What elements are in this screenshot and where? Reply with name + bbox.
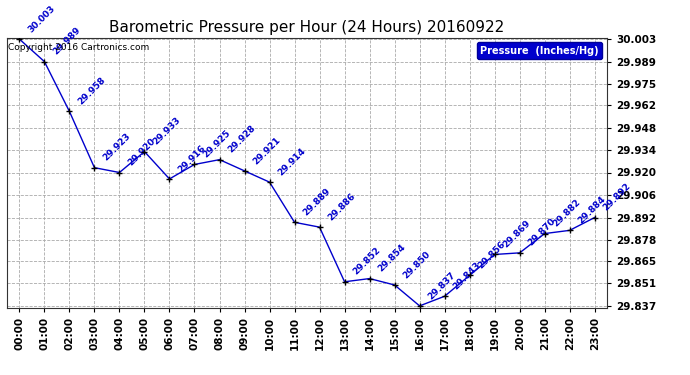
Text: 29.850: 29.850 (402, 249, 433, 280)
Text: 29.856: 29.856 (477, 240, 508, 270)
Text: Copyright 2016 Cartronics.com: Copyright 2016 Cartronics.com (8, 43, 149, 52)
Text: 29.916: 29.916 (177, 143, 208, 174)
Text: 29.854: 29.854 (377, 243, 408, 274)
Text: 29.958: 29.958 (77, 75, 108, 106)
Text: 29.989: 29.989 (51, 26, 83, 57)
Text: 29.837: 29.837 (426, 270, 457, 301)
Legend: Pressure  (Inches/Hg): Pressure (Inches/Hg) (477, 42, 602, 59)
Text: 29.923: 29.923 (101, 132, 132, 163)
Text: 29.886: 29.886 (326, 191, 357, 222)
Text: 29.889: 29.889 (302, 186, 333, 218)
Text: 29.869: 29.869 (502, 219, 533, 249)
Text: 29.892: 29.892 (602, 182, 633, 213)
Text: 29.843: 29.843 (451, 260, 482, 291)
Text: 29.870: 29.870 (526, 217, 558, 248)
Text: 30.003: 30.003 (26, 4, 57, 34)
Text: 29.933: 29.933 (151, 116, 182, 147)
Text: 29.914: 29.914 (277, 146, 308, 177)
Text: 29.921: 29.921 (251, 135, 282, 166)
Text: 29.928: 29.928 (226, 124, 257, 155)
Text: 29.925: 29.925 (201, 129, 233, 159)
Text: 29.882: 29.882 (551, 198, 582, 229)
Title: Barometric Pressure per Hour (24 Hours) 20160922: Barometric Pressure per Hour (24 Hours) … (110, 20, 504, 35)
Text: 29.852: 29.852 (351, 246, 382, 277)
Text: 29.920: 29.920 (126, 136, 157, 168)
Text: 29.884: 29.884 (577, 194, 608, 225)
